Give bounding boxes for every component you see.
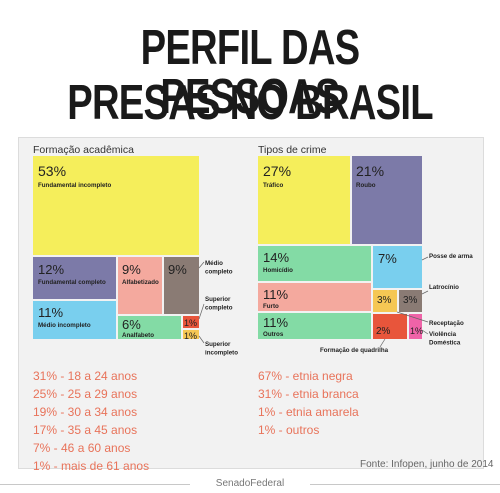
age-stat: 31% - 18 a 24 anos — [33, 369, 138, 383]
tile-furto — [258, 283, 371, 311]
footer-rule-right — [310, 484, 500, 485]
tile-homicidio — [258, 246, 371, 281]
tile-label-alfabetizado: Alfabetizado — [122, 279, 159, 286]
tile-pct-medio-incompleto: 11% — [38, 305, 63, 320]
tile-superior-completo — [183, 316, 199, 328]
tile-pct-violencia-domestica: 1% — [410, 326, 423, 336]
tile-receptacao — [399, 290, 422, 312]
tile-label-formacao-de-quadrilha: Formação de quadrilha — [320, 347, 389, 354]
tile-alfabetizado — [118, 257, 162, 314]
tile-pct-medio-completo: 9% — [168, 262, 187, 277]
tile-pct-roubo: 21% — [356, 163, 384, 179]
tile-violencia-domestica — [409, 314, 422, 339]
tile-label-superior-incompleto: incompleto — [205, 350, 238, 357]
tile-label-fundamental-incompleto: Fundamental incompleto — [38, 182, 111, 189]
crime-chart-title: Tipos de crime — [258, 144, 327, 156]
tile-pct-posse-de-arma: 7% — [378, 251, 397, 266]
callout-line — [421, 329, 429, 335]
tile-formacao-de-quadrilha — [373, 314, 407, 339]
title-line-1: PERFIL DAS PESSOAS — [140, 21, 361, 124]
footer-rule-left — [0, 484, 190, 485]
tile-superior-incompleto — [183, 330, 199, 339]
tile-pct-receptacao: 3% — [403, 295, 418, 306]
age-stats-list: 31% - 18 a 24 anos 25% - 25 a 29 anos 19… — [33, 367, 149, 475]
tile-posse-de-arma — [373, 246, 422, 288]
callout-line — [198, 261, 205, 269]
tile-label-furto: Furto — [263, 303, 279, 310]
age-stat: 1% - mais de 61 anos — [33, 459, 150, 473]
tile-medio-completo — [164, 257, 199, 314]
callout-line — [421, 256, 429, 261]
education-chart-title: Formação acadêmica — [33, 144, 134, 156]
ethnicity-stat: 1% - outros — [258, 423, 320, 437]
tile-label-posse-de-arma: Posse de arma — [429, 253, 473, 260]
tile-medio-incompleto — [33, 301, 116, 339]
tile-pct-alfabetizado: 9% — [122, 262, 141, 277]
tile-pct-latrocinio: 3% — [377, 295, 392, 306]
tile-label-fundamental-completo: Fundamental completo — [38, 279, 106, 286]
tile-label-superior-completo: Superior — [205, 296, 231, 303]
ethnicity-stat: 1% - etnia amarela — [258, 405, 359, 419]
tile-roubo — [352, 156, 422, 244]
ethnicity-stats-list: 67% - etnia negra 31% - etnia branca 1% … — [258, 367, 359, 439]
tile-label-medio-completo: completo — [205, 269, 233, 276]
tile-pct-formacao-de-quadrilha: 2% — [376, 326, 391, 337]
tile-label-medio-incompleto: Médio incompleto — [38, 322, 91, 329]
tile-label-analfabeto: Analfabeto — [122, 332, 154, 339]
tile-label-homicidio: Homicídio — [263, 267, 293, 274]
tile-pct-fundamental-incompleto: 53% — [38, 163, 66, 179]
tile-label-violencia-domestica: Violência — [429, 331, 457, 338]
tile-trafico — [258, 156, 350, 244]
tile-latrocinio — [373, 290, 397, 312]
tile-pct-superior-completo: 1% — [184, 318, 197, 328]
tile-label-superior-incompleto: Superior — [205, 341, 231, 348]
age-stat: 7% - 46 a 60 anos — [33, 441, 131, 455]
tile-fundamental-incompleto — [33, 156, 199, 255]
callout-line — [198, 335, 205, 344]
tile-label-receptacao: Receptação — [429, 320, 464, 327]
tile-label-outros: Outros — [263, 331, 284, 338]
tile-label-roubo: Roubo — [356, 182, 376, 189]
tile-outros — [258, 313, 371, 339]
tile-label-medio-completo: Médio — [205, 260, 223, 267]
tile-pct-trafico: 27% — [263, 163, 291, 179]
tile-label-trafico: Tráfico — [263, 182, 284, 189]
tile-fundamental-completo — [33, 257, 116, 299]
tile-pct-fundamental-completo: 12% — [38, 262, 64, 277]
tile-label-receptacao: Latrocínio — [429, 284, 459, 291]
source-note: Fonte: Infopen, junho de 2014 — [360, 459, 494, 470]
ethnicity-stat: 67% - etnia negra — [258, 369, 353, 383]
title-line-2: PRESAS NO BRASIL — [67, 76, 433, 130]
age-stat: 17% - 35 a 45 anos — [33, 423, 138, 437]
tile-pct-homicidio: 14% — [263, 250, 289, 265]
tile-label-violencia-domestica: Doméstica — [429, 340, 461, 347]
callout-line — [421, 290, 429, 295]
age-stat: 25% - 25 a 29 anos — [33, 387, 138, 401]
age-stat: 19% - 30 a 34 anos — [33, 405, 138, 419]
tile-pct-superior-incompleto: 1% — [184, 331, 197, 341]
tile-pct-analfabeto: 6% — [122, 317, 141, 332]
ethnicity-stat: 31% - etnia branca — [258, 387, 359, 401]
tile-pct-furto: 11% — [263, 287, 288, 302]
tile-pct-outros: 11% — [263, 315, 288, 330]
tile-label-superior-completo: completo — [205, 305, 233, 312]
footer-brand: SenadoFederal — [0, 478, 500, 489]
callout-line — [198, 303, 205, 320]
tile-analfabeto — [118, 316, 181, 339]
